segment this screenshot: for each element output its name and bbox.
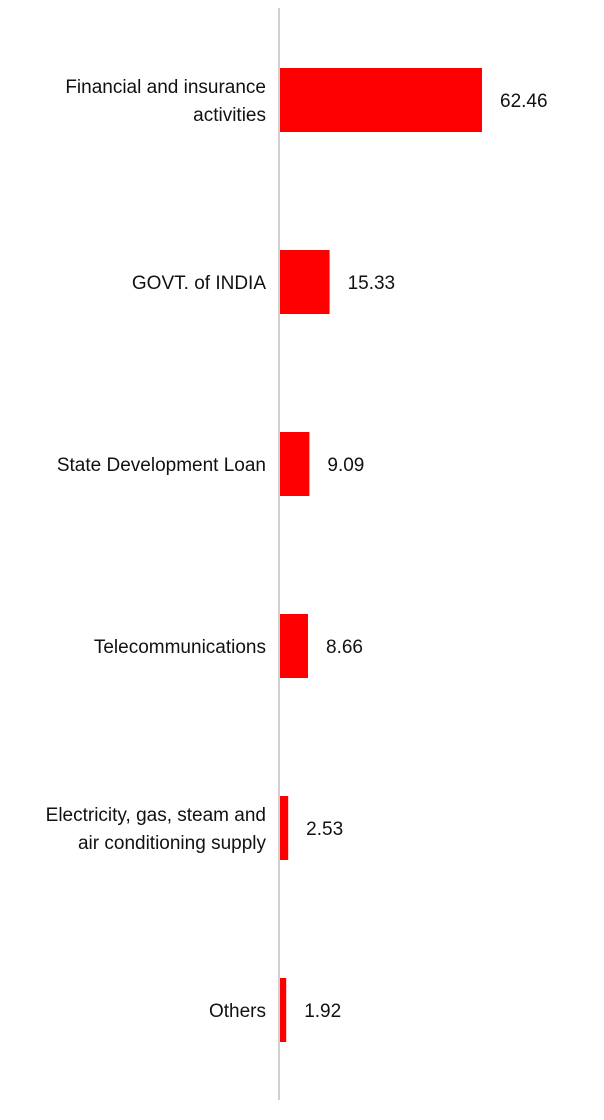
value-label-0: 62.46 bbox=[500, 91, 548, 112]
category-label-line: State Development Loan bbox=[57, 455, 266, 476]
category-label-4: Electricity, gas, steam and air condition… bbox=[46, 805, 267, 854]
category-label-line: GOVT. of INDIA bbox=[132, 273, 266, 294]
category-label-5: Others bbox=[209, 1001, 266, 1022]
value-label-3: 8.66 bbox=[326, 637, 363, 658]
value-label-1: 15.33 bbox=[348, 273, 396, 294]
category-label-0: Financial and insurance activities bbox=[65, 77, 266, 126]
value-labels-group: 62.46 15.33 9.09 8.66 2.53 1.92 bbox=[304, 91, 547, 1022]
category-label-3: Telecommunications bbox=[94, 637, 266, 658]
bar-2 bbox=[280, 432, 310, 496]
category-label-line: Telecommunications bbox=[94, 637, 266, 658]
category-labels-group: Financial and insurance activities GOVT. o… bbox=[46, 77, 267, 1022]
bar-4 bbox=[280, 796, 289, 860]
category-label-line: Electricity, gas, steam and bbox=[46, 805, 266, 826]
category-label-line: air conditioning supply bbox=[78, 833, 267, 854]
bar-0 bbox=[280, 68, 482, 132]
value-label-5: 1.92 bbox=[304, 1001, 341, 1022]
bar-1 bbox=[280, 250, 330, 314]
category-label-line: Others bbox=[209, 1001, 266, 1022]
bar-3 bbox=[280, 614, 309, 678]
category-label-1: GOVT. of INDIA bbox=[132, 273, 266, 294]
bar-5 bbox=[280, 978, 287, 1042]
bars-group bbox=[280, 68, 482, 1042]
category-label-line: Financial and insurance bbox=[65, 77, 266, 98]
category-label-line: activities bbox=[193, 105, 266, 126]
value-label-2: 9.09 bbox=[327, 455, 364, 476]
value-label-4: 2.53 bbox=[306, 819, 343, 840]
category-label-2: State Development Loan bbox=[57, 455, 266, 476]
